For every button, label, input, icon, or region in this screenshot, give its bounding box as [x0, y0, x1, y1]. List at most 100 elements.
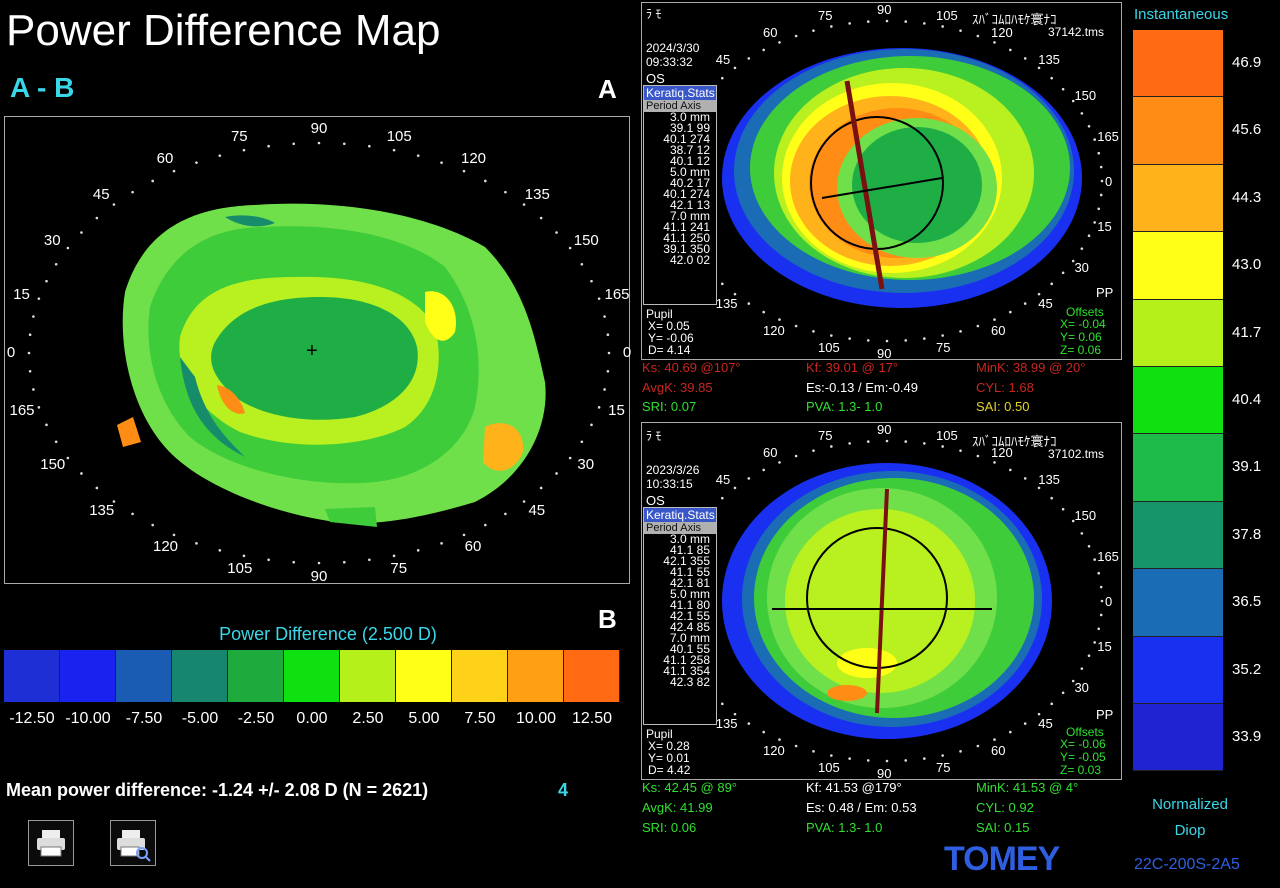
scale-label: -5.00 — [181, 710, 219, 727]
exam-a-pp: PP — [1096, 285, 1114, 300]
stats-tab-period-axis[interactable]: Period Axis — [644, 100, 716, 112]
colorbar-swatch — [1133, 703, 1223, 772]
axis-label: 75 — [817, 427, 833, 443]
axis-label: 120 — [991, 25, 1013, 41]
exam-b-date: 2023/3/26 — [646, 463, 700, 477]
scale-label: -10.00 — [65, 710, 111, 727]
exam-a-marker: A — [598, 74, 617, 104]
stats-line: 41.1 85 — [669, 543, 710, 557]
stats-line: 39.1 350 — [663, 242, 710, 256]
scale-label: 10.00 — [515, 710, 557, 727]
stats-line: 41.1 55 — [669, 565, 710, 579]
axis-label: 105 — [817, 760, 840, 776]
axis-label: 90 — [877, 766, 892, 781]
exam-a-eye: OS — [646, 71, 665, 86]
exam-b-pupil-x: X= 0.28 — [648, 739, 690, 753]
axis-label: 60 — [991, 742, 1006, 758]
stats-tab-keratiq[interactable]: Keratiq.Stats — [644, 508, 716, 522]
exam-b-offset-z: Z= 0.03 — [1060, 763, 1102, 777]
colorbar-swatch — [1133, 434, 1223, 502]
axis-label: 90 — [310, 568, 328, 585]
exam-b-map-panel[interactable]: ﾗ ﾓ 2023/3/26 10:33:15 OS ｽﾊﾞｺﾑﾛﾊﾓｹ寰ﾅｺ 3… — [641, 422, 1122, 781]
exam-a-kf: Kf: 39.01 @ 17° — [806, 360, 899, 375]
stats-tab-keratiq[interactable]: Keratiq.Stats — [644, 86, 716, 100]
exam-a-code: ﾗ ﾓ — [646, 7, 662, 21]
exam-a-pupil-d: D= 4.14 — [648, 343, 691, 357]
axis-label: 120 — [763, 322, 785, 338]
stats-line: 41.1 250 — [663, 231, 710, 245]
axis-label: 165 — [9, 401, 35, 419]
stats-line: 42.0 02 — [669, 253, 710, 267]
axis-label: 30 — [43, 232, 61, 249]
axis-label: 75 — [390, 560, 408, 578]
axis-label: 120 — [153, 537, 179, 555]
colorbar-label: 35.2 — [1232, 660, 1262, 678]
printer-icon — [37, 830, 65, 857]
stats-line: 42.3 82 — [669, 675, 710, 689]
exam-a-stats-lines: 3.0 mm 39.1 99 40.1 274 38.7 12 40.1 12 5.0 m… — [644, 110, 716, 267]
stats-line: 41.1 241 — [663, 220, 710, 234]
scale-label: 5.00 — [408, 710, 440, 727]
scale-swatch — [284, 650, 340, 702]
stats-line: 7.0 mm — [669, 631, 710, 645]
stats-line: 40.2 17 — [669, 176, 710, 190]
axis-label: 45 — [528, 502, 546, 520]
scale-label: 2.50 — [352, 710, 384, 727]
axis-label: 105 — [936, 7, 958, 23]
colorbar-unit-label: Diop — [1174, 822, 1206, 839]
colorbar-label: 37.8 — [1232, 525, 1262, 543]
scale-swatch — [396, 650, 452, 702]
axis-label: 0 — [1105, 174, 1113, 189]
print-preview-button[interactable] — [110, 820, 156, 866]
exam-a-es: Es:-0.13 / Em:-0.49 — [806, 380, 918, 395]
scale-swatch — [340, 650, 396, 702]
axis-label: 0 — [1105, 594, 1113, 609]
axis-label: 15 — [1097, 638, 1112, 654]
exam-b-sai: SAI: 0.15 — [976, 820, 1030, 835]
colorbar-label: 39.1 — [1232, 458, 1262, 476]
exam-a-map-panel[interactable]: ﾗ ﾓ 2024/3/30 09:33:32 OS ｽﾊﾞｺﾑﾛﾊﾓｹ寰ﾅｺ 3… — [641, 2, 1122, 361]
stats-tab-period-axis[interactable]: Period Axis — [644, 522, 716, 534]
stats-line: 41.1 80 — [669, 598, 710, 612]
exam-a-offset-x: X= -0.04 — [1060, 317, 1106, 331]
scale-swatch — [564, 650, 620, 702]
instantaneous-color-scale — [1133, 30, 1223, 772]
exam-b-time: 10:33:15 — [646, 477, 693, 491]
axis-label: 45 — [92, 185, 110, 203]
stats-line: 40.1 274 — [663, 132, 710, 146]
difference-map-panel[interactable]: + 90 105 120 135 150 165 0 15 30 45 60 75 90 105 120 13… — [4, 116, 631, 585]
colorbar-label: 45.6 — [1232, 121, 1262, 139]
axis-label: 75 — [936, 760, 951, 776]
exam-a-pupil-y: Y= -0.06 — [648, 331, 694, 345]
stats-line: 40.1 12 — [669, 154, 710, 168]
exam-b-pva: PVA: 1.3- 1.0 — [806, 820, 883, 835]
exam-a-sai: SAI: 0.50 — [976, 399, 1030, 414]
stats-line: 5.0 mm — [669, 165, 710, 179]
difference-map-surface — [117, 203, 546, 527]
stats-line: 3.0 mm — [669, 110, 710, 124]
exam-a-pva: PVA: 1.3- 1.0 — [806, 399, 883, 414]
axis-label: 30 — [1074, 260, 1089, 275]
stats-line: 39.1 99 — [669, 121, 710, 135]
model-number: 22C-200S-2A5 — [1134, 856, 1240, 873]
exam-b-mink: MinK: 41.53 @ 4° — [976, 780, 1079, 795]
scale-swatch — [452, 650, 508, 702]
axis-label: 135 — [1038, 472, 1060, 488]
axis-label: 15 — [608, 401, 625, 419]
difference-map: + — [27, 141, 611, 565]
axis-label: 60 — [464, 537, 482, 555]
axis-label: 135 — [524, 185, 550, 203]
exam-a-pupil-x: X= 0.05 — [648, 319, 690, 333]
print-button[interactable] — [28, 820, 74, 866]
axis-label: 120 — [763, 742, 785, 758]
exam-b-pupil-d: D= 4.42 — [648, 763, 691, 777]
colorbar-label: 46.9 — [1232, 54, 1262, 71]
axis-label: 135 — [89, 502, 115, 520]
stats-line: 41.1 354 — [663, 664, 710, 678]
axis-label: 90 — [310, 120, 328, 137]
axis-label: 45 — [1038, 715, 1053, 731]
axis-label: 75 — [817, 7, 833, 23]
colorbar-swatch — [1133, 97, 1223, 165]
stats-line: 42.1 81 — [669, 576, 710, 590]
page-title: Power Difference Map — [6, 6, 441, 55]
